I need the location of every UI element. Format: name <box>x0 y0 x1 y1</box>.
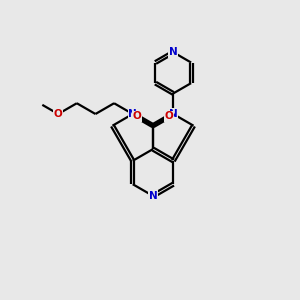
Text: N: N <box>169 109 178 119</box>
Text: O: O <box>165 111 173 122</box>
Text: N: N <box>128 109 137 119</box>
Text: O: O <box>54 109 62 119</box>
Text: N: N <box>148 191 158 201</box>
Text: O: O <box>133 111 141 122</box>
Text: N: N <box>169 47 178 57</box>
